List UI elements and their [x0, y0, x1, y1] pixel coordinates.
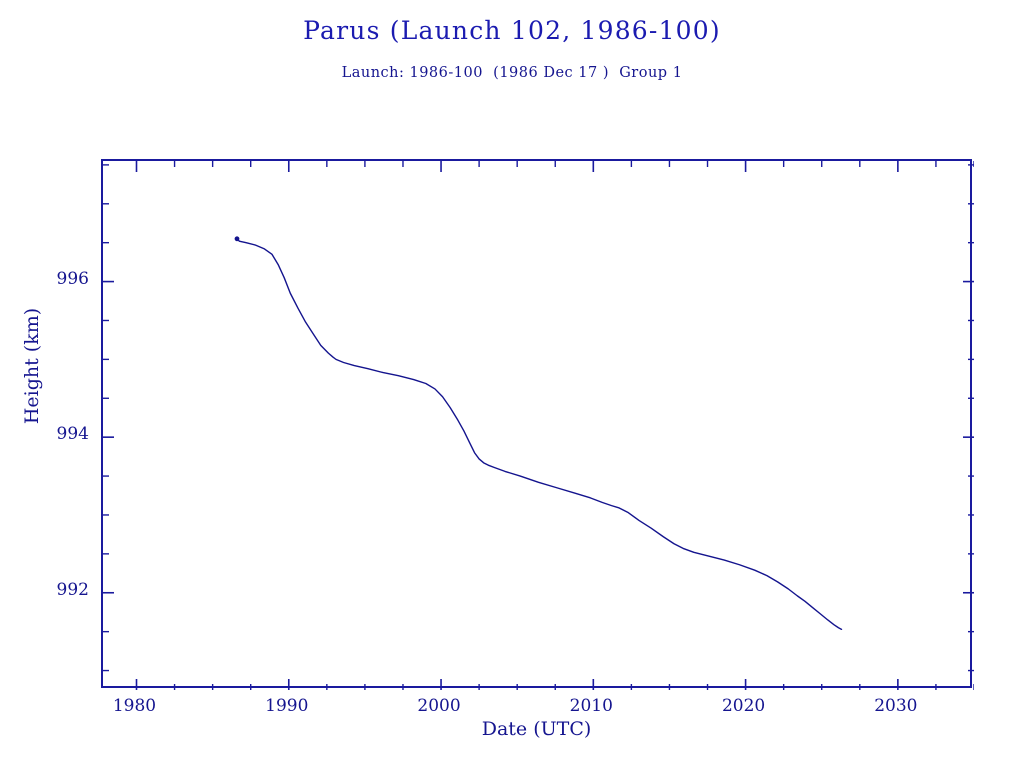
x-tick-label: 2000 — [417, 696, 461, 716]
y-axis-title: Height (km) — [21, 307, 43, 425]
x-axis-title: Date (UTC) — [481, 718, 592, 740]
x-tick-label: 2010 — [569, 696, 613, 716]
chart-subtitle: Launch: 1986-100 (1986 Dec 17 ) Group 1 — [341, 65, 683, 81]
height-series-line — [236, 238, 843, 631]
x-tick-label: 1980 — [112, 696, 157, 716]
x-minor-ticks — [173, 161, 974, 690]
series-start-marker — [234, 236, 240, 242]
y-minor-ticks — [103, 164, 974, 672]
y-tick-label: 996 — [56, 268, 89, 289]
plot-svg — [103, 161, 974, 690]
x-tick-label: 1990 — [265, 696, 309, 716]
x-major-ticks — [135, 161, 899, 690]
x-tick-label: 2020 — [721, 696, 766, 716]
y-major-ticks — [103, 280, 974, 594]
page-title: Parus (Launch 102, 1986-100) — [303, 16, 721, 45]
y-tick-label: 994 — [56, 424, 89, 445]
plot-area — [101, 159, 974, 690]
y-tick-label: 992 — [56, 579, 89, 600]
x-tick-label: 2030 — [874, 696, 918, 716]
